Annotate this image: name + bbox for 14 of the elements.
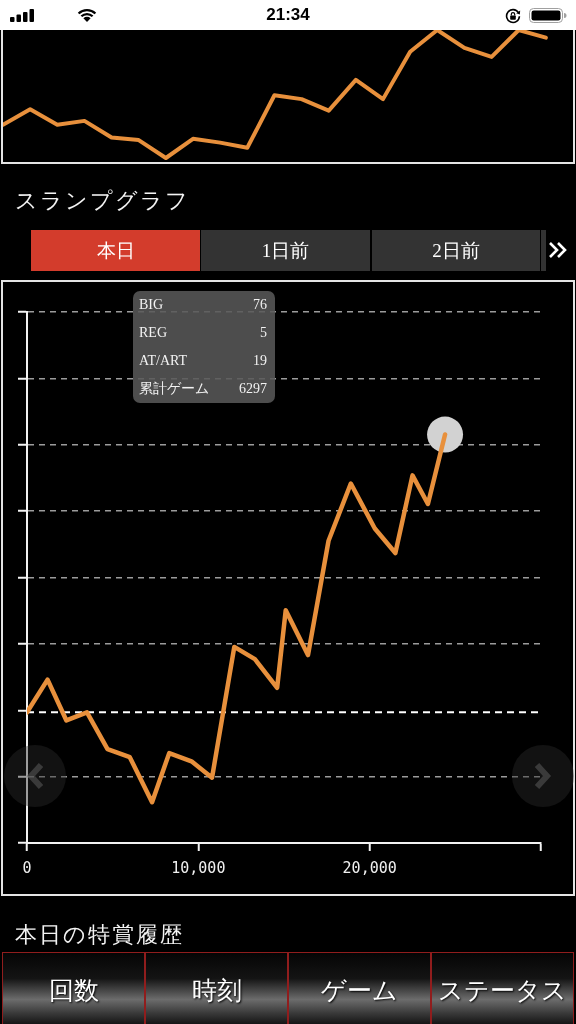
table-header-cell: 時刻 xyxy=(145,952,288,1024)
tab: 1日前 xyxy=(201,230,370,271)
x-tick-label: 20,000 xyxy=(342,858,397,877)
x-tick-label: 10,000 xyxy=(171,858,226,877)
text: 本日の特賞履歴 xyxy=(15,922,184,948)
table-header-cell: ゲーム xyxy=(288,952,431,1024)
table-header-cell: ステータス xyxy=(431,952,574,1024)
info-panel: BIG 76 REG 5 AT/ART 19 累計ゲーム 6297 xyxy=(133,291,275,403)
x-tick-label: 0 xyxy=(22,858,32,877)
chart-title: スランプグラフ xyxy=(15,188,190,214)
text: 21:34 xyxy=(266,5,310,25)
tab: 2日前 xyxy=(372,230,540,271)
table-header-cell: 回数 xyxy=(2,952,145,1024)
tab: 本日 xyxy=(31,230,200,271)
